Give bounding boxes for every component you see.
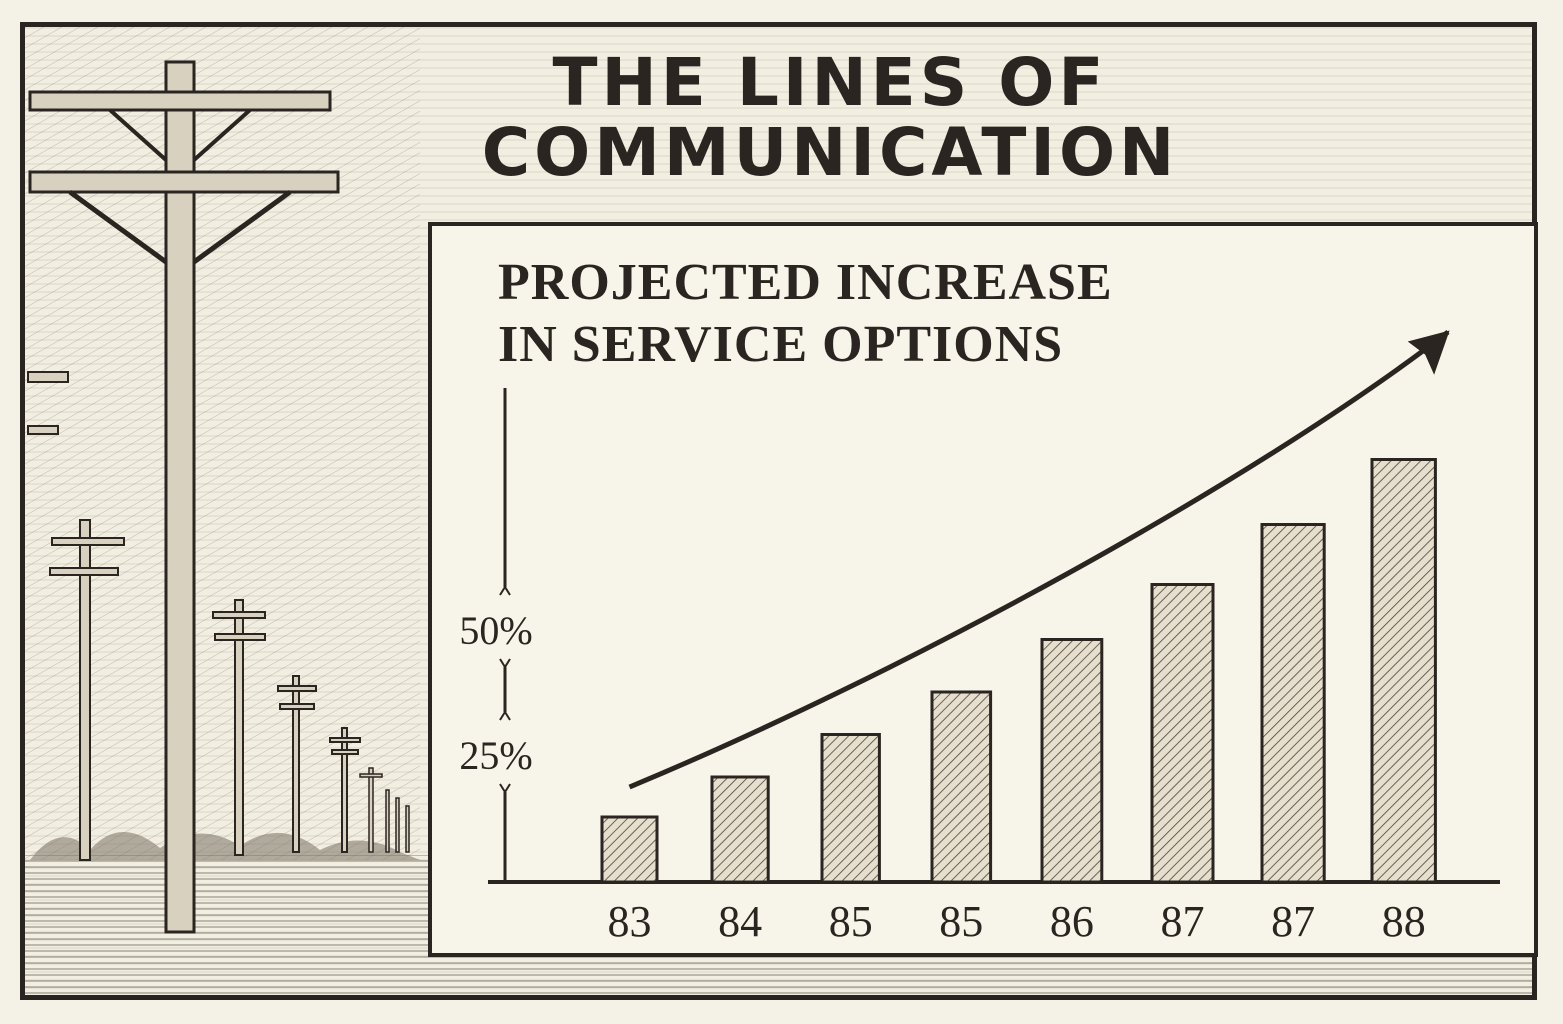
bar-group: [932, 692, 991, 882]
x-category-label: 86: [1050, 897, 1094, 946]
y-axis-arrowhead: [500, 712, 510, 720]
bar: [822, 735, 879, 883]
y-tick-label: 50%: [459, 608, 532, 653]
chart-axes: [488, 388, 1500, 882]
bar-group: [602, 817, 657, 882]
y-axis-arrowhead: [500, 659, 510, 667]
bar: [1372, 460, 1435, 883]
x-category-label: 84: [718, 897, 762, 946]
y-axis-arrowhead: [500, 784, 510, 792]
bar-group: [712, 777, 768, 882]
trend-arrow-head: [1410, 332, 1448, 372]
bar: [1152, 585, 1213, 883]
x-category-label: 85: [939, 897, 983, 946]
bar-group: [1042, 640, 1102, 883]
bar-group: [822, 735, 879, 883]
x-category-label: 87: [1271, 897, 1315, 946]
bar: [602, 817, 657, 882]
bar: [932, 692, 991, 882]
y-tick-label: 25%: [459, 733, 532, 778]
y-axis-arrowhead: [500, 587, 510, 595]
x-category-label: 85: [829, 897, 873, 946]
bar: [712, 777, 768, 882]
bar-group: [1372, 460, 1435, 883]
bar-group: [1152, 585, 1213, 883]
bar-group: [1262, 525, 1324, 883]
x-category-label: 87: [1161, 897, 1205, 946]
bar: [1262, 525, 1324, 883]
chart-bars: [602, 460, 1435, 883]
bar: [1042, 640, 1102, 883]
x-category-label: 88: [1382, 897, 1426, 946]
x-category-label: 83: [608, 897, 652, 946]
